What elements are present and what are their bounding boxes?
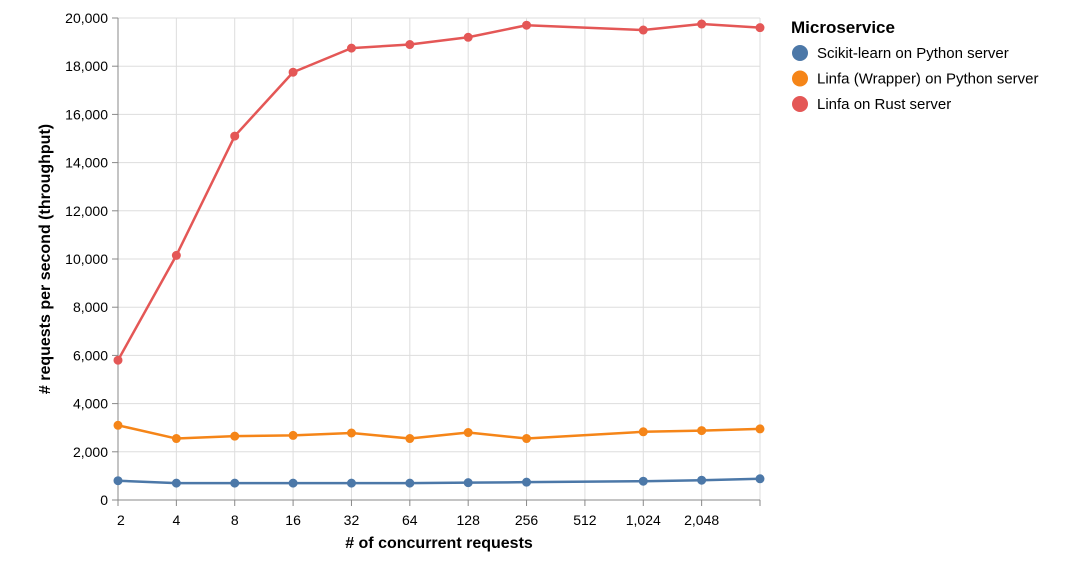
data-point: [405, 478, 415, 488]
data-point: [230, 478, 240, 488]
x-tick-label: 32: [344, 512, 360, 528]
data-point: [638, 25, 648, 35]
x-tick-label: 2: [117, 512, 125, 528]
x-tick-label: 1,024: [626, 512, 661, 528]
data-point: [113, 355, 123, 365]
data-point: [697, 426, 707, 436]
data-point: [522, 434, 532, 444]
data-point: [346, 43, 356, 53]
data-point: [113, 476, 123, 486]
data-point: [463, 32, 473, 42]
y-tick-label: 14,000: [65, 155, 108, 171]
data-point: [755, 474, 765, 484]
data-point: [405, 40, 415, 50]
legend-label-2: Linfa on Rust server: [817, 96, 951, 113]
x-tick-label: 128: [457, 512, 481, 528]
data-point: [288, 430, 298, 440]
y-tick-label: 0: [100, 492, 108, 508]
data-point: [346, 478, 356, 488]
data-point: [230, 431, 240, 441]
series-points: [113, 19, 765, 488]
x-tick-label: 2,048: [684, 512, 719, 528]
legend-symbol-0: [792, 45, 808, 61]
y-tick-label: 6,000: [73, 347, 108, 363]
series-lines: [116, 22, 762, 485]
legend-title: Microservice: [791, 18, 895, 37]
y-tick-label: 10,000: [65, 251, 108, 267]
y-tick-label: 8,000: [73, 299, 108, 315]
x-tick-label: 8: [231, 512, 239, 528]
x-axis-title: # of concurrent requests: [345, 535, 533, 552]
legend-symbol-2: [792, 96, 808, 112]
data-point: [463, 428, 473, 438]
data-point: [171, 250, 181, 260]
legend-label-0: Scikit-learn on Python server: [817, 45, 1009, 62]
data-point: [171, 478, 181, 488]
y-tick-label: 16,000: [65, 106, 108, 122]
data-point: [346, 428, 356, 438]
data-point: [113, 420, 123, 430]
legend-label-1: Linfa (Wrapper) on Python server: [817, 71, 1039, 88]
data-point: [697, 19, 707, 29]
axes: 0 2,000 4,000 6,000 8,000 10,000 12,000 14,000 1…: [37, 10, 761, 552]
legend-symbol-1: [792, 70, 808, 87]
data-point: [697, 475, 707, 485]
x-tick-label: 256: [515, 512, 539, 528]
data-point: [522, 477, 532, 487]
x-tick-label: 16: [285, 512, 301, 528]
data-point: [463, 478, 473, 488]
data-point: [638, 476, 648, 486]
data-point: [171, 434, 181, 444]
y-tick-label: 18,000: [65, 58, 108, 74]
y-tick-label: 20,000: [65, 10, 108, 26]
data-point: [288, 67, 298, 77]
data-point: [755, 23, 765, 33]
legend: Microservice Scikit-learn on Python serve…: [791, 18, 1039, 113]
y-tick-label: 4,000: [73, 396, 108, 412]
data-point: [755, 424, 765, 434]
series-line-2: [116, 22, 762, 362]
data-point: [405, 434, 415, 444]
data-point: [522, 20, 532, 30]
grid-lines: [117, 17, 761, 501]
series-line-0: [116, 477, 762, 485]
x-tick-label: 512: [573, 512, 597, 528]
y-tick-label: 2,000: [73, 444, 108, 460]
y-axis-title: # requests per second (throughput): [37, 124, 54, 394]
data-point: [288, 478, 298, 488]
data-point: [230, 131, 240, 141]
data-point: [638, 427, 648, 437]
x-tick-label: 64: [402, 512, 418, 528]
series-line-1: [116, 424, 762, 440]
y-tick-label: 12,000: [65, 203, 108, 219]
x-tick-label: 4: [172, 512, 180, 528]
